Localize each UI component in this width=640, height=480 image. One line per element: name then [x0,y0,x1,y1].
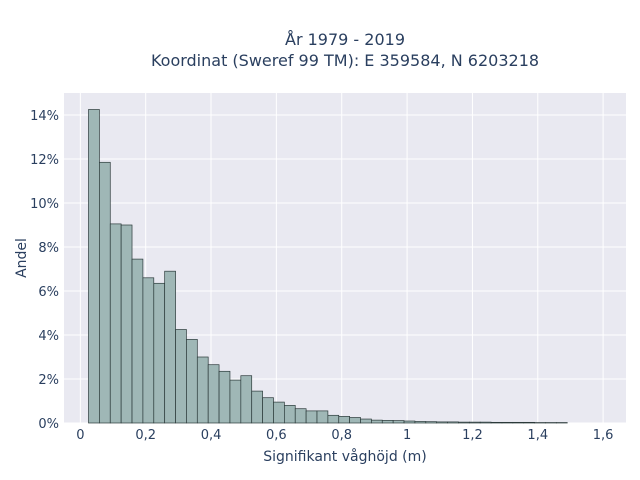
histogram-bar [403,420,416,424]
histogram-bars [88,109,568,424]
histogram-bar [120,224,133,424]
histogram-bar [218,370,231,424]
histogram-bar [360,418,372,424]
histogram-bar [458,421,470,424]
histogram-bar [142,277,155,424]
histogram-bar [229,379,242,424]
histogram-bar [262,397,274,424]
histogram-bar [371,419,383,424]
y-tick-label: 14% [30,109,59,124]
histogram-bar [414,421,427,424]
histogram-bar [99,161,111,424]
y-axis-ticks: 0% 2% 4% 6% 8% 10% 12% 14% [30,109,59,432]
y-tick-label: 2% [38,373,59,388]
y-tick-label: 0% [38,417,59,432]
chart-title-line-1: År 1979 - 2019 [285,30,405,49]
y-tick-label: 6% [38,285,59,300]
y-axis-label: Andel [14,238,30,278]
histogram-bar [468,421,481,424]
y-tick-label: 10% [30,197,59,212]
histogram-bar [305,410,318,424]
histogram-bar [425,421,438,424]
x-tick-label: 0,6 [266,428,287,443]
histogram-bar [523,421,535,424]
x-tick-label: 1 [403,428,411,443]
chart-title-line-2: Koordinat (Sweref 99 TM): E 359584, N 62… [151,51,539,70]
histogram-bar [392,420,405,424]
histogram-bar [88,109,100,424]
histogram-bar [512,421,525,424]
x-tick-label: 0,4 [201,428,222,443]
histogram-bar [447,421,459,424]
histogram-bar [196,356,209,424]
histogram-bar [349,417,361,424]
histogram-bar [273,401,285,424]
x-tick-label: 0,2 [135,428,156,443]
histogram-bar [109,223,122,424]
x-tick-label: 1,6 [593,428,614,443]
histogram-bar [338,416,350,424]
histogram-bar [153,282,166,424]
histogram-bar [164,270,176,424]
histogram-bar [381,420,394,424]
histogram-bar [131,258,144,424]
y-tick-label: 8% [38,241,59,256]
histogram-bar [327,414,340,424]
y-tick-label: 12% [30,153,59,168]
histogram-bar [186,339,198,424]
x-tick-label: 1,2 [462,428,483,443]
histogram-bar [207,364,220,424]
x-axis-ticks: 0 0,2 0,4 0,6 0,8 1 1,2 1,4 1,6 [76,428,613,443]
histogram-bar [294,408,307,424]
histogram-bar [251,390,263,424]
x-tick-label: 0 [76,428,84,443]
histogram-bar [284,405,296,424]
histogram-bar [175,329,187,424]
histogram-bar [436,421,448,424]
histogram-bar [479,421,492,424]
y-tick-label: 4% [38,329,59,344]
histogram-bar [501,421,514,424]
x-tick-label: 0,8 [331,428,352,443]
histogram-bar [240,375,253,424]
histogram-bar [490,421,503,424]
x-tick-label: 1,4 [527,428,548,443]
histogram-bar [316,410,329,424]
x-axis-label: Signifikant våghöjd (m) [263,448,426,465]
